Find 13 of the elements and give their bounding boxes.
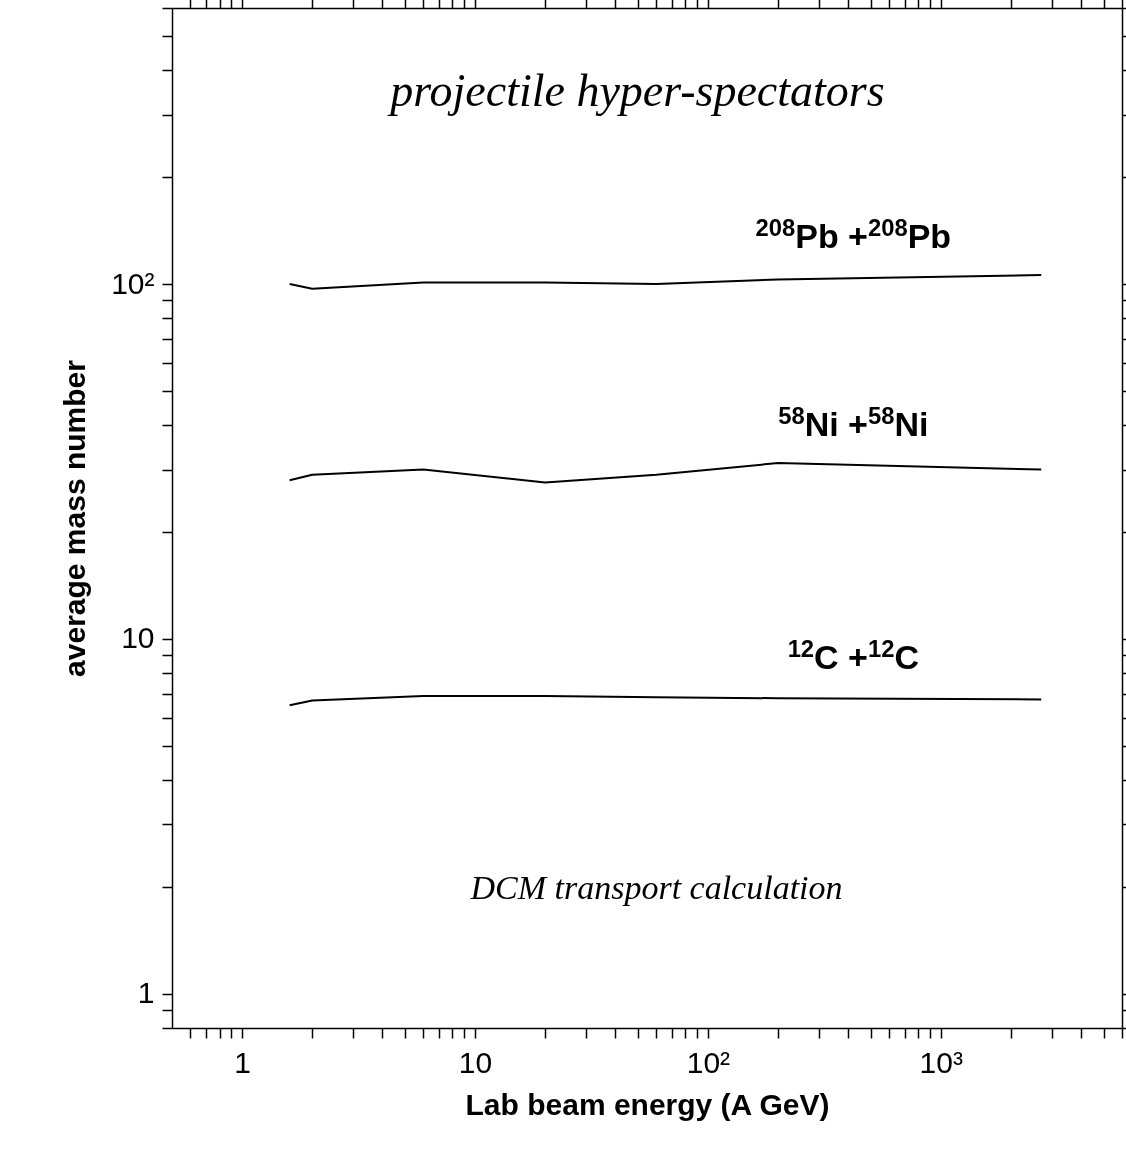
x-tick-label: 10³ bbox=[919, 1045, 963, 1079]
series-label: $^{12}$C +$^{12}$C bbox=[787, 634, 920, 678]
y-tick-label: 10 bbox=[121, 621, 155, 655]
series-label: $^{208}$Pb +$^{208}$Pb bbox=[755, 213, 952, 257]
x-tick-label: 10 bbox=[458, 1045, 493, 1079]
y-tick-label: 10² bbox=[111, 266, 155, 300]
y-axis-title: average mass number bbox=[58, 359, 92, 677]
annotation: DCM transport calculation bbox=[470, 869, 843, 907]
y-tick-label: 1 bbox=[137, 976, 155, 1010]
series-label: $^{58}$Ni +$^{58}$Ni bbox=[778, 401, 929, 445]
x-axis-title: Lab beam energy (A GeV) bbox=[465, 1087, 830, 1121]
x-tick-label: 10² bbox=[686, 1045, 731, 1079]
x-tick-label: 1 bbox=[234, 1045, 251, 1079]
